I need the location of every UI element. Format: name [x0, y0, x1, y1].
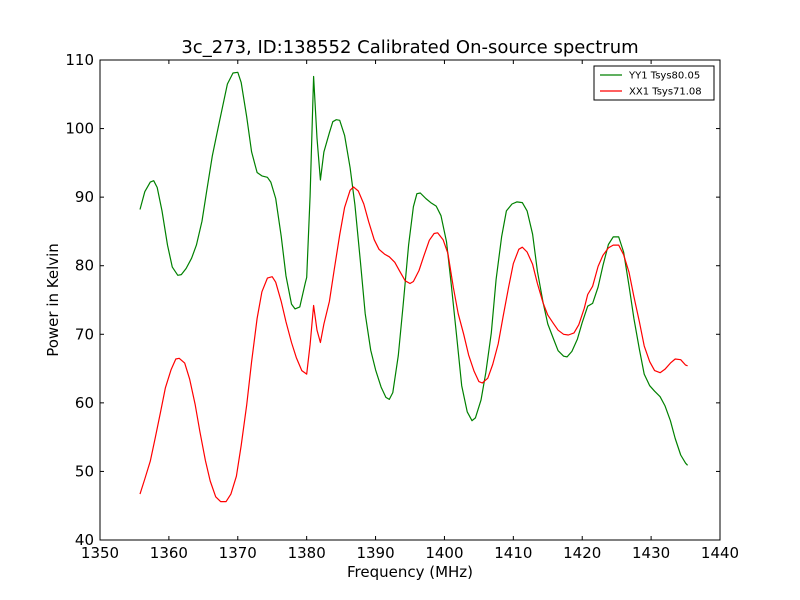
x-tick-label: 1360	[150, 544, 188, 562]
y-tick-label: 50	[75, 462, 94, 480]
series-line-2	[139, 186, 688, 503]
y-tick-label: 110	[65, 51, 94, 69]
legend: YY1 Tsys80.05 XX1 Tsys71.08	[593, 65, 715, 101]
x-tick-label: 1440	[701, 544, 739, 562]
x-tick-label: 1430	[632, 544, 670, 562]
y-tick-label: 40	[75, 531, 94, 549]
legend-label-1: YY1 Tsys80.05	[628, 71, 700, 82]
y-axis-ticks: 40 50 60 70 80 90 100 110	[65, 51, 720, 549]
y-tick-label: 60	[75, 394, 94, 412]
y-tick-label: 90	[75, 188, 94, 206]
plot-frame	[99, 59, 721, 541]
y-axis-label: Power in Kelvin	[44, 243, 62, 357]
x-tick-label: 1370	[219, 544, 257, 562]
x-tick-label: 1380	[288, 544, 326, 562]
plot-series	[139, 71, 689, 503]
legend-box	[593, 65, 715, 101]
legend-label-2: XX1 Tsys71.08	[629, 87, 702, 98]
x-axis-label: Frequency (MHz)	[347, 563, 473, 581]
x-tick-label: 1400	[425, 544, 463, 562]
x-tick-label: 1410	[494, 544, 532, 562]
series-line-1	[139, 71, 689, 466]
x-tick-label: 1390	[356, 544, 394, 562]
y-tick-label: 70	[75, 325, 94, 343]
y-tick-label: 100	[65, 120, 94, 138]
x-axis-ticks: 1350 1360 1370 1380 1390 1400 1410 1420 1430 1440	[81, 60, 739, 562]
x-tick-label: 1350	[81, 544, 119, 562]
y-tick-label: 80	[75, 257, 94, 275]
chart-title: 3c_273, ID:138552 Calibrated On-source s…	[181, 37, 638, 58]
x-tick-label: 1420	[563, 544, 601, 562]
